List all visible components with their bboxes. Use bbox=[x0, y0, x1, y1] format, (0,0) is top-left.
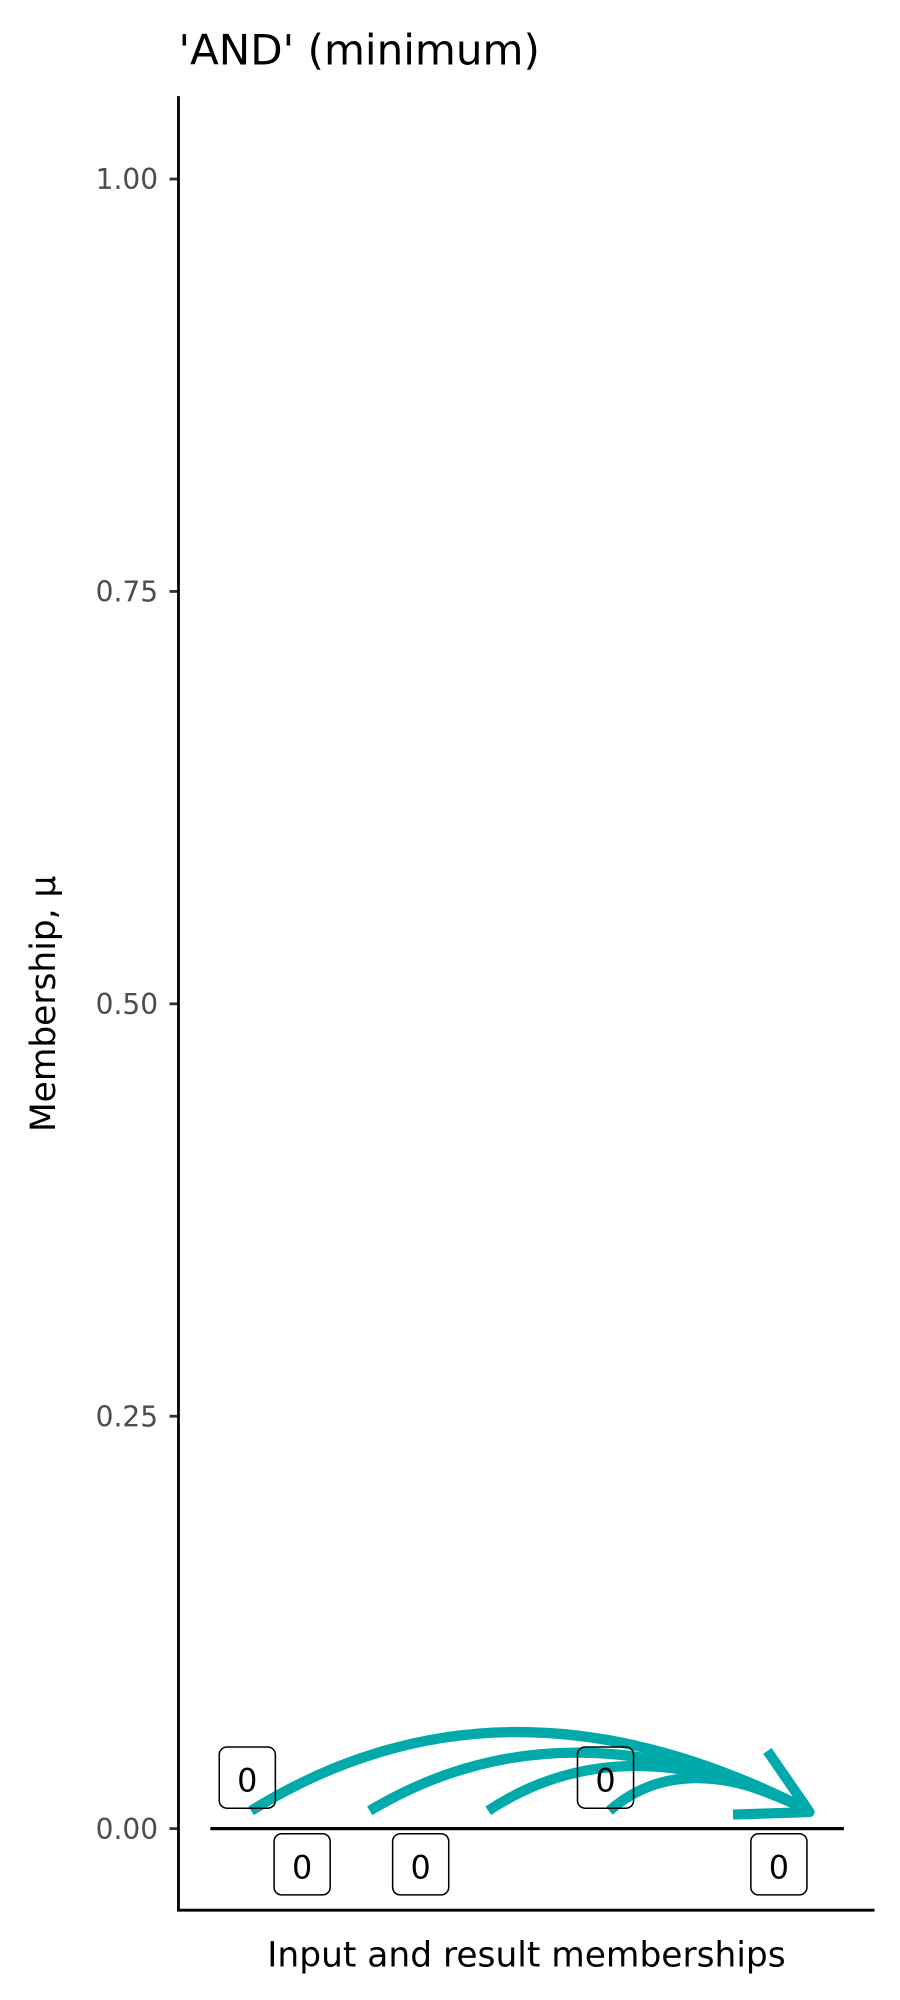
plot-marks: 0 0 0 0 0 bbox=[210, 1727, 844, 1896]
input-label-2-box bbox=[273, 1832, 331, 1896]
y-tick-label: 1.00 bbox=[96, 163, 158, 196]
result-label-box bbox=[750, 1832, 808, 1896]
y-tick-label: 0.00 bbox=[96, 1813, 158, 1846]
chart-title: 'AND' (minimum) bbox=[178, 25, 539, 74]
y-tick-label: 0.25 bbox=[96, 1400, 158, 1433]
input-label-3: 0 bbox=[411, 1848, 431, 1886]
input-label-1-box bbox=[218, 1746, 277, 1809]
y-tick-label: 0.50 bbox=[96, 988, 158, 1021]
y-axis-title: Membership, μ bbox=[24, 876, 64, 1133]
x-axis-title: Input and result memberships bbox=[267, 1935, 785, 1975]
y-tick-label: 0.75 bbox=[96, 576, 158, 609]
arrowhead bbox=[732, 1747, 815, 1820]
y-axis-ticks: 0.00 0.25 0.50 0.75 1.00 bbox=[96, 163, 179, 1846]
input-label-3-box bbox=[391, 1832, 450, 1896]
arrow-input-1 bbox=[248, 1727, 812, 1816]
result-label: 0 bbox=[769, 1848, 789, 1886]
input-label-4: 0 bbox=[595, 1762, 615, 1800]
input-label-2: 0 bbox=[292, 1848, 312, 1886]
input-label-4-box bbox=[576, 1746, 635, 1809]
arrow-input-4 bbox=[605, 1772, 812, 1816]
input-label-1: 0 bbox=[237, 1762, 257, 1800]
